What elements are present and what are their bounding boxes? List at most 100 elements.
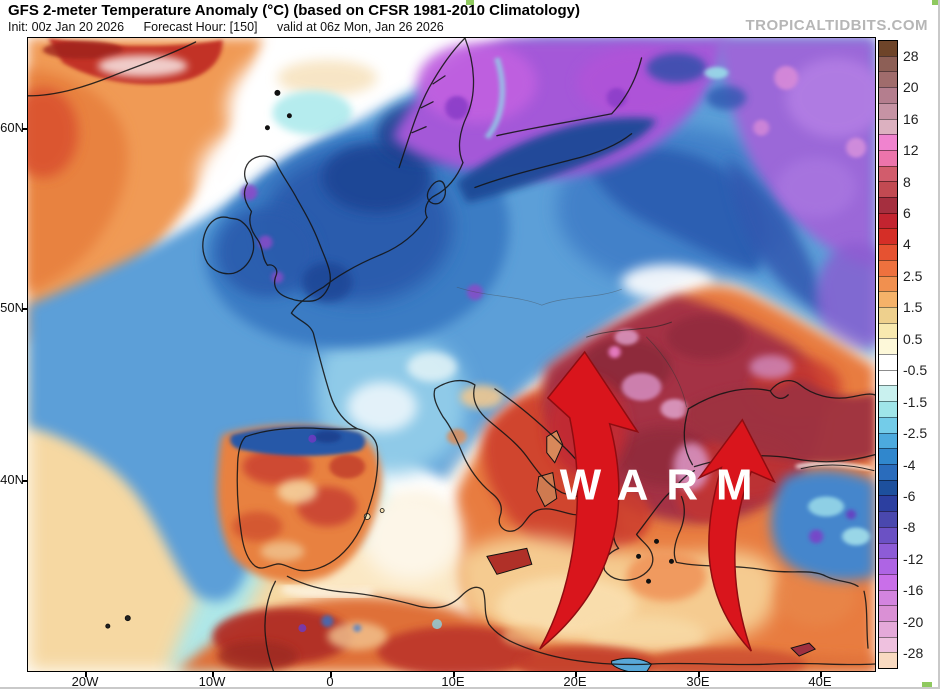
colorbar-segment: [879, 181, 897, 198]
longitude-tick-label: 10E: [441, 674, 465, 689]
longitude-tick: [698, 672, 700, 677]
colorbar-tick-label: 12: [903, 142, 919, 159]
warm-arrow-left: [539, 350, 640, 650]
longitude-tick: [330, 672, 332, 677]
anomaly-map: WARM: [27, 37, 876, 672]
temperature-field-canvas: WARM: [28, 38, 875, 671]
east-anatolia-cold-pocket: [771, 462, 875, 581]
longitude-tick-label: 30E: [686, 674, 710, 689]
colorbar-tick-label: -4: [903, 456, 916, 473]
colorbar-segment: [879, 259, 897, 276]
longitude-tick-label: 20E: [563, 674, 587, 689]
islands: [105, 89, 817, 671]
colorbar-segment: [879, 102, 897, 119]
colorbar-segment: [879, 41, 897, 56]
latitude-tick: [22, 308, 27, 310]
colorbar-segment: [879, 275, 897, 292]
colorbar-segment: [879, 605, 897, 622]
colorbar-segment: [879, 573, 897, 590]
valid-time: valid at 06z Mon, Jan 26 2026: [276, 20, 444, 34]
colorbar-segment: [879, 149, 897, 166]
longitude-tick: [212, 672, 214, 677]
latitude-tick-label: 60N: [0, 120, 24, 135]
colorbar-segment: [879, 354, 897, 370]
longitude-tick: [85, 672, 87, 677]
colorbar-tick-label: 4: [903, 236, 911, 253]
colorbar-segment: [879, 463, 897, 480]
colorbar-segment: [879, 432, 897, 449]
colorbar-segment: [879, 165, 897, 182]
colorbar-tick-label: 8: [903, 173, 911, 190]
longitude-tick-label: 40E: [808, 674, 832, 689]
colorbar-tick-label: -2.5: [903, 425, 928, 442]
longitude-tick: [453, 672, 455, 677]
colorbar-segment: [879, 385, 897, 402]
colorbar-segment: [879, 636, 897, 653]
colorbar-tick-label: 16: [903, 110, 919, 127]
latitude-tick: [22, 480, 27, 482]
colorbar-segment: [879, 401, 897, 417]
colorbar-tick-label: -20: [903, 613, 924, 630]
colorbar-tick-label: -12: [903, 550, 924, 567]
latitude-tick-label: 50N: [0, 300, 24, 315]
colorbar-segment: [879, 87, 897, 103]
init-time: Init: 00z Jan 20 2026: [8, 20, 125, 34]
colorbar-segment: [879, 511, 897, 527]
longitude-tick: [820, 672, 822, 677]
colorbar-segment: [879, 71, 897, 88]
longitude-tick-label: 10W: [198, 674, 226, 689]
model-run-info: Init: 00z Jan 20 2026 Forecast Hour: [15…: [8, 20, 460, 34]
colorbar-segment: [879, 118, 897, 135]
colorbar-segment: [879, 479, 897, 496]
colorbar-tick-label: -1.5: [903, 393, 928, 410]
colorbar-tick-label: -6: [903, 488, 916, 505]
colorbar-segment: [879, 228, 897, 245]
green-artifact: [466, 0, 474, 5]
colorbar-segment: [879, 369, 897, 386]
colorbar-segment: [879, 197, 897, 213]
colorbar-segment: [879, 416, 897, 433]
colorbar-tick-label: 28: [903, 47, 919, 64]
warm-annotation: WARM: [539, 350, 776, 652]
longitude-tick: [575, 672, 577, 677]
colorbar-tick-label: -16: [903, 582, 924, 599]
colorbar-segment: [879, 526, 897, 543]
colorbar-segment: [879, 244, 897, 260]
latitude-tick-label: 40N: [0, 472, 24, 487]
longitude-tick-label: 20W: [71, 674, 99, 689]
iberia-warm-region: [217, 425, 382, 582]
colorbar-segment: [879, 291, 897, 307]
colorbar-tick-label: -8: [903, 519, 916, 536]
colorbar-segment: [879, 448, 897, 464]
warm-arrow-right: [697, 418, 776, 652]
colorbar-tick-label: -0.5: [903, 362, 928, 379]
colorbar-tick-label: 6: [903, 204, 911, 221]
green-artifact: [932, 0, 938, 5]
colorbar-segment: [879, 55, 897, 72]
page-title: GFS 2-meter Temperature Anomaly (°C) (ba…: [8, 2, 580, 19]
colorbar-segment: [879, 322, 897, 339]
colorbar-segment: [879, 652, 897, 669]
site-watermark: TROPICALTIDBITS.COM: [745, 17, 928, 34]
colorbar-tick-label: 2.5: [903, 267, 923, 284]
colorbar-segment: [879, 495, 897, 512]
colorbar-segment: [879, 589, 897, 606]
forecast-hour: Forecast Hour: [150]: [143, 20, 258, 34]
colorbar-tick-label: 1.5: [903, 299, 923, 316]
green-artifact: [922, 682, 932, 687]
north-africa-warm-region: [177, 583, 875, 671]
colorbar-segment: [879, 621, 897, 637]
very-cold-purple-region: [392, 38, 875, 352]
colorbar-segment: [879, 212, 897, 229]
longitude-tick-label: 0: [326, 674, 334, 689]
colorbar-segment: [879, 306, 897, 323]
colorbar-segment: [879, 558, 897, 574]
coastlines: [28, 38, 875, 671]
colorbar-segment: [879, 542, 897, 559]
colorbar-tick-label: 20: [903, 79, 919, 96]
colorbar-tick-label: -28: [903, 645, 924, 662]
colorbar-segment: [879, 134, 897, 150]
colorbar: [878, 40, 898, 669]
colorbar-segment: [879, 338, 897, 355]
colorbar-tick-label: 0.5: [903, 330, 923, 347]
